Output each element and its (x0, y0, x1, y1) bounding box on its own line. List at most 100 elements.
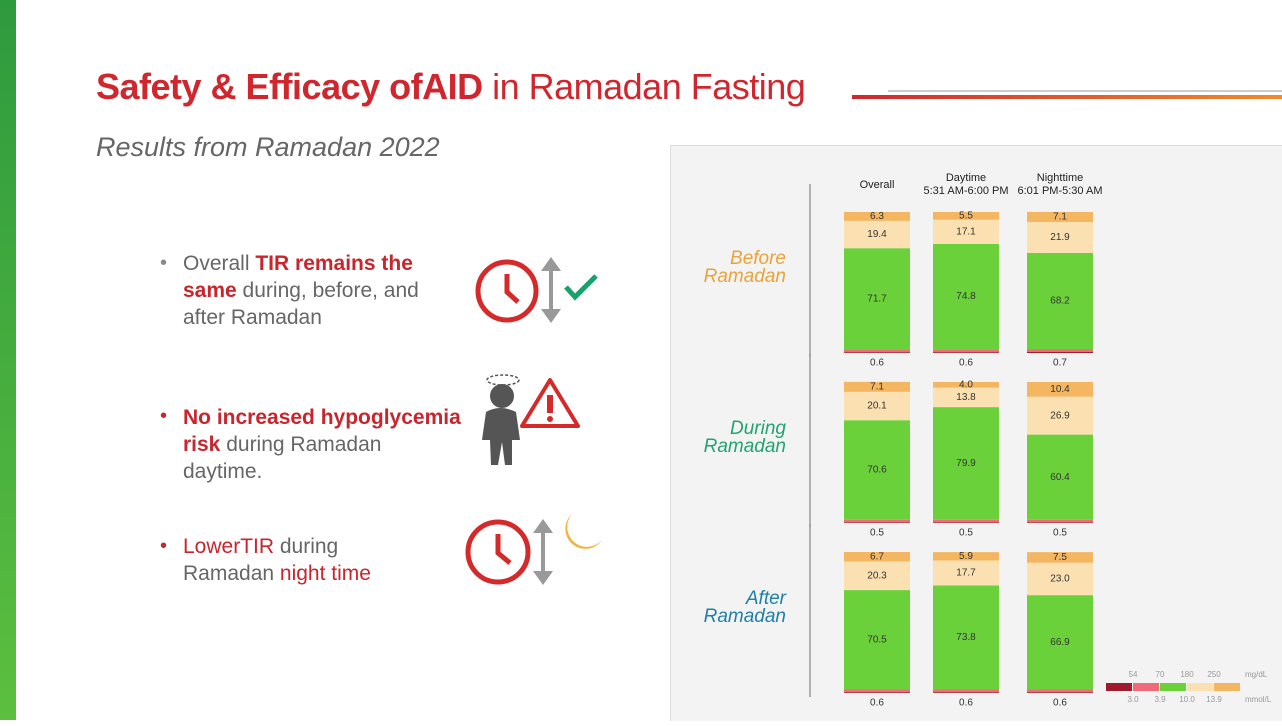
bar-segment (844, 552, 910, 562)
person-icon (482, 374, 520, 465)
bar-segment (933, 522, 999, 523)
value-label: 23.0 (1050, 574, 1070, 585)
value-label: 6.7 (870, 551, 884, 562)
bar-segment (1027, 382, 1093, 397)
legend-tick: 3.0 (1127, 695, 1139, 704)
bullet-dot: • (160, 252, 168, 274)
arrow-icon (541, 257, 561, 323)
value-label: 60.4 (1050, 472, 1070, 483)
bar-segment (844, 381, 910, 392)
legend-tick: 10.0 (1179, 695, 1195, 704)
bar-segment (844, 519, 910, 523)
bar-segment (1027, 692, 1093, 693)
slide-title: Safety & Efficacy ofAID in Ramadan Fasti… (96, 66, 806, 108)
title-rest: in Ramadan Fasting (482, 66, 806, 107)
value-label: 5.5 (959, 211, 973, 222)
run: LowerTIR (183, 535, 275, 558)
value-label: 4.0 (959, 379, 973, 390)
bar-segment (844, 522, 910, 523)
bar-segment (1027, 396, 1093, 435)
run: No increased hypoglycemia risk (183, 406, 461, 456)
value-label: 6.3 (870, 211, 884, 222)
value-label: 71.7 (867, 293, 887, 304)
value-label: 0.6 (959, 358, 973, 369)
value-label: 5.9 (959, 551, 973, 562)
bar-segment (933, 349, 999, 353)
bar-segment (844, 391, 910, 421)
column-header: Daytime (946, 172, 986, 184)
bar-segment (844, 212, 910, 221)
chart-panel: Overall Daytime 5:31 AM-6:00 PM Nighttime 6:… (670, 145, 1282, 721)
value-label: 0.6 (870, 698, 884, 709)
run: during, before, and after Ramadan (183, 279, 419, 329)
value-label: 21.9 (1050, 232, 1070, 243)
bar-segment (1027, 562, 1093, 596)
bar-segment (933, 689, 999, 693)
value-label: 26.9 (1050, 410, 1070, 421)
column-header: Nighttime (1037, 172, 1083, 184)
value-label: 20.3 (867, 570, 887, 581)
bullet: Overall TIR remains the same during, bef… (183, 250, 463, 331)
bar-segment (1027, 352, 1093, 353)
value-label: 0.7 (1053, 358, 1067, 369)
row-label: During Ramadan (704, 418, 787, 457)
bar-segment (844, 349, 910, 353)
run: during Ramadan (183, 535, 339, 585)
bar-segment (1027, 212, 1093, 223)
value-label: 7.5 (1053, 552, 1067, 563)
side-strip (0, 0, 16, 720)
bar-segment (1027, 689, 1093, 693)
value-label: 0.6 (959, 698, 973, 709)
row-label-line: After (745, 588, 787, 609)
row-label-line: Ramadan (704, 436, 786, 457)
run: night time (279, 562, 371, 585)
bullet: LowerTIR during Ramadan night time (183, 533, 413, 587)
bar-segment (844, 590, 910, 690)
row-label-line: During (730, 418, 786, 439)
bar-segment (933, 212, 999, 220)
bar-segment (844, 220, 910, 249)
bullet-dot: • (160, 535, 168, 557)
bar-segment (1027, 222, 1093, 253)
value-label: 68.2 (1050, 296, 1070, 307)
value-label: 10.4 (1050, 384, 1070, 395)
legend-tick: 70 (1156, 670, 1165, 679)
column-subheader: 5:31 AM-6:00 PM (924, 185, 1009, 197)
value-label: 70.5 (867, 634, 887, 645)
bar-segment (844, 689, 910, 693)
bar-segment (1027, 522, 1093, 523)
bullet-dot: • (160, 405, 168, 427)
value-label: 0.6 (870, 358, 884, 369)
bar-segment (933, 219, 999, 244)
bar-segment (933, 382, 999, 388)
value-label: 7.1 (870, 382, 884, 393)
bar-segment (933, 585, 999, 690)
column-subheader: 6:01 PM-5:30 AM (1018, 185, 1103, 197)
legend-swatch (1214, 683, 1240, 691)
legend-unit: mmol/L (1245, 695, 1272, 704)
moon-icon (565, 514, 602, 549)
run: Overall (183, 252, 256, 275)
row-label-line: Ramadan (704, 266, 786, 287)
bar-segment (1027, 434, 1093, 520)
bar-segment (933, 243, 999, 350)
bar-segment (933, 560, 999, 586)
bar-segment (844, 561, 910, 591)
legend-tick: 13.9 (1206, 695, 1222, 704)
bar-segment (1027, 519, 1093, 523)
value-label: 0.5 (1053, 528, 1067, 539)
row-label-line: Ramadan (704, 606, 786, 627)
legend-tick: 180 (1180, 670, 1194, 679)
bar-segment (933, 407, 999, 520)
clock-icon (475, 259, 539, 323)
legend-tick: 54 (1129, 670, 1138, 679)
bar-segment (933, 519, 999, 523)
value-label: 13.8 (956, 392, 976, 403)
run: TIR remains the same (183, 252, 413, 302)
value-label: 17.7 (956, 568, 976, 579)
clock-icon (465, 519, 531, 585)
bar-segment (933, 352, 999, 353)
bar-segment (844, 420, 910, 520)
